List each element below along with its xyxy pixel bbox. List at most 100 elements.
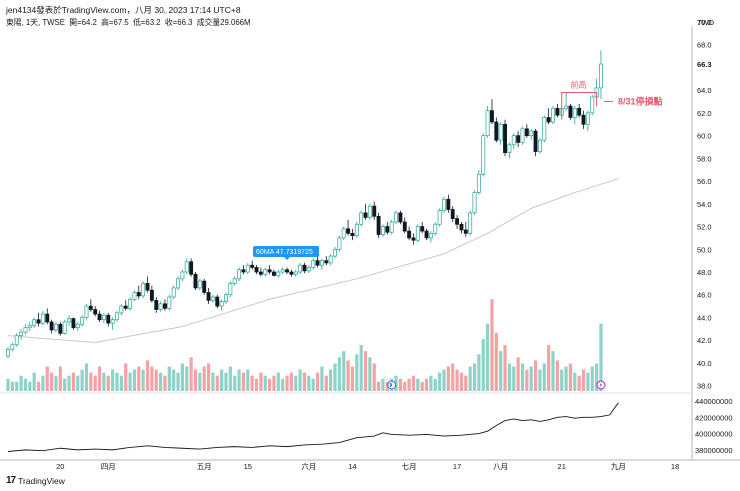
candle-body [346, 228, 351, 234]
volume-bar [58, 366, 62, 391]
candle-body [45, 313, 50, 323]
volume-bar [289, 372, 293, 391]
time-axis[interactable]: 20 四月 五月 15 六月 14 七月 17 八月 21 九月 18 [56, 461, 679, 471]
volume-bar [6, 378, 10, 391]
price-axis[interactable]: 70.0 68.0 66.3 64.0 62.0 60.0 58.0 56.0 54.0 52.0… [693, 18, 719, 391]
candle-body [341, 228, 346, 239]
candle-body [250, 264, 255, 268]
price-tick-label: 46.0 [697, 291, 712, 300]
candle [564, 92, 569, 111]
volume-bar [128, 372, 132, 391]
volume-bar [302, 372, 307, 391]
volume-bar [385, 381, 389, 391]
candle [163, 299, 167, 311]
volume-bar [542, 363, 546, 391]
candle [428, 231, 433, 243]
candle [123, 300, 128, 311]
candle [280, 267, 285, 275]
candle [372, 201, 377, 220]
volume-bar [503, 345, 507, 391]
previous-high-label: 前高 [570, 79, 586, 89]
candle-body [385, 226, 390, 233]
volume-bar [167, 366, 171, 391]
time-tick-label: 九月 [611, 462, 626, 471]
candle-body [101, 314, 106, 321]
volume-bar [23, 378, 28, 391]
candle-body [424, 230, 429, 239]
candle [537, 137, 542, 154]
candle-body [337, 237, 342, 250]
volume-bar [15, 381, 19, 391]
candle [171, 285, 176, 300]
candle [67, 315, 71, 327]
candle [450, 206, 455, 222]
candle-body [446, 198, 451, 210]
volume-bar [10, 381, 14, 391]
candle [585, 110, 590, 132]
candle [202, 278, 207, 295]
price-tick-label: 42.0 [697, 336, 712, 345]
candle [577, 103, 582, 118]
candle-body [599, 63, 603, 89]
candle-body [298, 264, 303, 273]
candle [62, 319, 67, 335]
candle-body [481, 135, 486, 175]
volume-bar [433, 378, 437, 391]
tradingview-logo[interactable]: 17 TradingView [6, 475, 65, 486]
legend-open: 開=64.2 [69, 18, 97, 27]
volume-bar [97, 366, 102, 391]
candle-body [302, 264, 307, 272]
candle [219, 299, 224, 311]
candle [302, 262, 307, 274]
candle [555, 103, 560, 118]
volume-bar [346, 360, 350, 391]
candle [101, 312, 106, 324]
candle-body [49, 321, 54, 331]
candle [341, 226, 346, 241]
candle [167, 294, 172, 311]
candle-body [407, 230, 412, 239]
candle [472, 190, 477, 216]
volume-bar [132, 369, 137, 391]
currency-label: TWD [697, 18, 715, 27]
candle [503, 119, 507, 157]
volume-bar [198, 372, 202, 391]
price-tick-label: 58.0 [697, 154, 712, 163]
candle-body [180, 271, 185, 280]
candle-body [533, 130, 538, 152]
candle [19, 328, 24, 341]
candle [215, 294, 220, 309]
candle-body [14, 335, 19, 346]
volume-bar [381, 378, 385, 391]
candle [36, 312, 41, 327]
candle-body [206, 292, 211, 301]
volume-bar [54, 375, 58, 391]
candle [446, 194, 451, 213]
candle [80, 315, 85, 327]
volume-bar [359, 345, 363, 391]
candle [511, 133, 516, 150]
candle [132, 290, 137, 302]
candle [599, 50, 603, 100]
candle [385, 222, 390, 235]
candle [442, 197, 446, 213]
volume-bar [586, 372, 590, 391]
candle-body [88, 305, 93, 310]
time-tick-label: 20 [56, 462, 64, 471]
volume-bar [298, 369, 302, 391]
candle [210, 294, 215, 303]
candle [136, 285, 141, 300]
candle-body [546, 117, 551, 123]
candle-body [350, 233, 355, 236]
tradingview-brand: TradingView [18, 475, 65, 486]
volume-bar [294, 375, 298, 391]
volume-bar [438, 372, 442, 391]
candle-body [476, 173, 481, 193]
stop-loss-label: 8/31停損點 [618, 96, 663, 107]
annotation-layer[interactable]: 前高 8/31停損點 60MA 47.7319725 [253, 79, 663, 390]
candle [459, 222, 464, 234]
candle [197, 278, 202, 291]
candle-body [520, 128, 525, 143]
volume-bar [599, 323, 603, 391]
